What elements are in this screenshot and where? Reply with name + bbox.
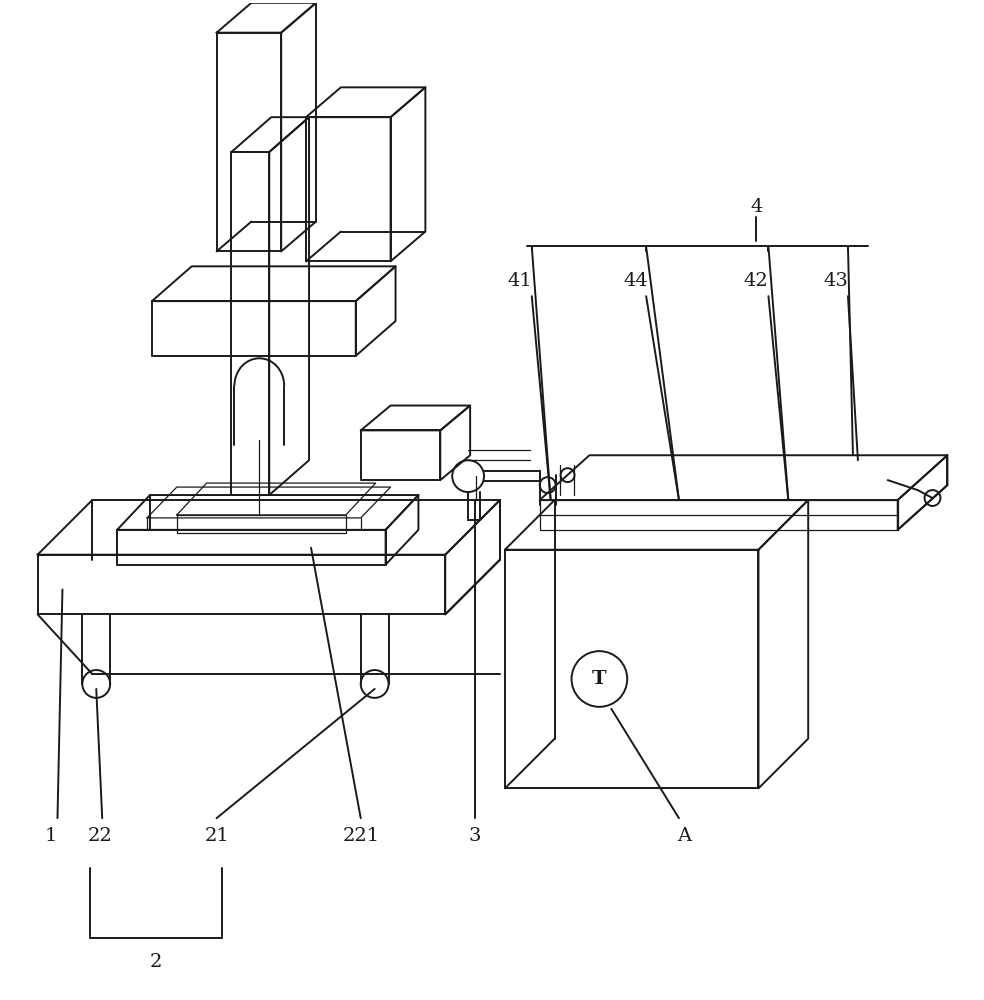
Text: 22: 22 bbox=[88, 827, 112, 845]
Text: 44: 44 bbox=[624, 272, 648, 290]
Text: 4: 4 bbox=[751, 198, 763, 216]
Text: 21: 21 bbox=[205, 827, 229, 845]
Text: 221: 221 bbox=[343, 827, 380, 845]
Text: T: T bbox=[592, 670, 607, 688]
Text: 2: 2 bbox=[150, 953, 162, 971]
Text: 43: 43 bbox=[824, 272, 848, 290]
Text: 41: 41 bbox=[508, 272, 532, 290]
Text: 42: 42 bbox=[743, 272, 768, 290]
Text: 3: 3 bbox=[468, 827, 481, 845]
Text: 1: 1 bbox=[44, 827, 57, 845]
Text: A: A bbox=[677, 827, 691, 845]
